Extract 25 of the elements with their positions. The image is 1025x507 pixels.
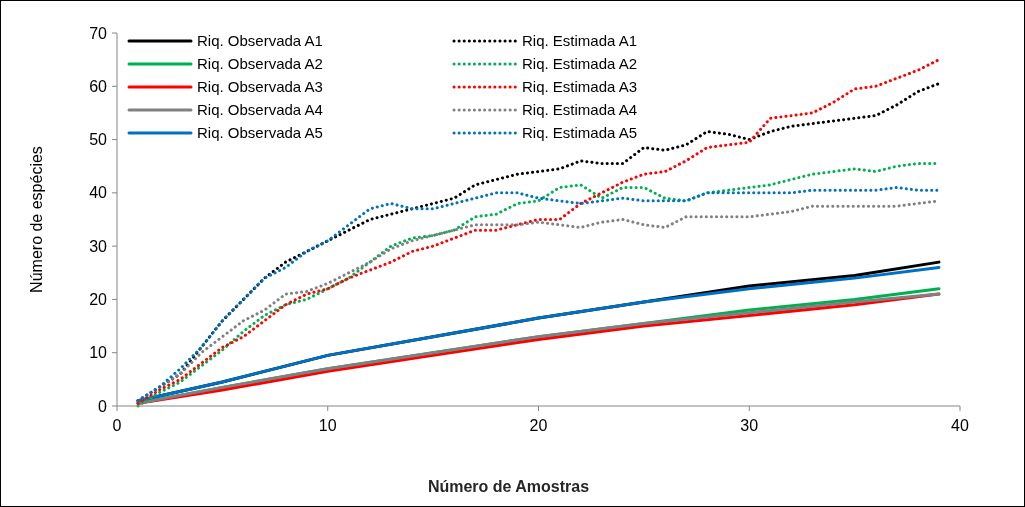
y-tick-label: 30 bbox=[89, 237, 108, 255]
y-tick-label: 70 bbox=[89, 24, 108, 42]
x-tick-label: 30 bbox=[740, 417, 759, 434]
y-tick-label: 0 bbox=[98, 397, 108, 415]
y-axis-title: Número de espécies bbox=[28, 146, 45, 293]
legend-label: Riq. Estimada A1 bbox=[522, 32, 638, 50]
legend-label: Riq. Observada A2 bbox=[197, 55, 323, 73]
legend-label: Riq. Estimada A4 bbox=[522, 101, 638, 119]
y-tick-label: 50 bbox=[89, 131, 108, 149]
x-tick-label: 40 bbox=[951, 417, 969, 434]
y-tick-label: 10 bbox=[89, 344, 108, 362]
legend-label: Riq. Observada A3 bbox=[197, 78, 323, 96]
legend-label: Riq. Observada A4 bbox=[197, 101, 323, 119]
legend-label: Riq. Observada A1 bbox=[197, 32, 323, 50]
legend-label: Riq. Observada A5 bbox=[197, 124, 323, 142]
legend-label: Riq. Estimada A3 bbox=[522, 78, 638, 96]
x-tick-label: 0 bbox=[112, 417, 122, 434]
y-tick-label: 40 bbox=[89, 184, 108, 202]
legend-label: Riq. Estimada A5 bbox=[522, 124, 638, 142]
x-tick-label: 10 bbox=[318, 417, 337, 434]
legend-label: Riq. Estimada A2 bbox=[522, 55, 638, 73]
x-axis-title: Número de Amostras bbox=[427, 478, 590, 495]
x-tick-label: 20 bbox=[529, 417, 548, 434]
y-tick-label: 20 bbox=[89, 291, 108, 309]
y-tick-label: 60 bbox=[89, 77, 108, 95]
